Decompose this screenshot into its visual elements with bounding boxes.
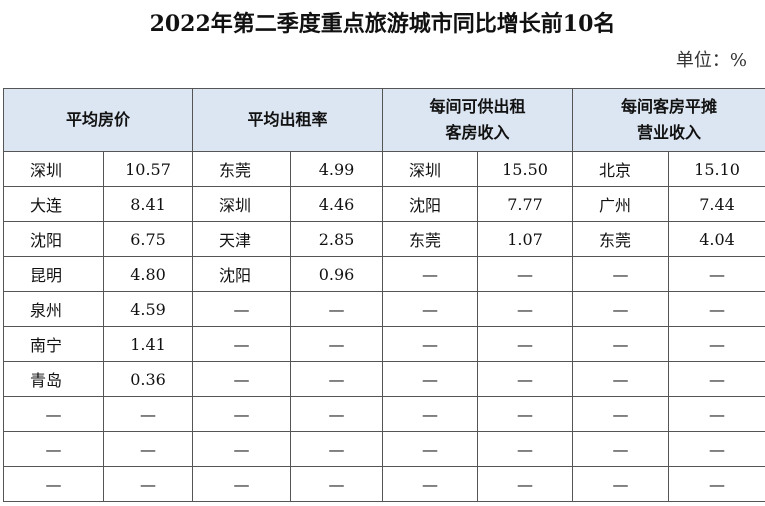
city-cell: 南宁 [3, 326, 104, 362]
value-cell: — [102, 396, 194, 432]
value-cell: 2.85 [290, 221, 384, 257]
table-row: 深圳 10.57 东莞 4.99 深圳 15.50 北京 15.10 [3, 151, 765, 187]
city-cell: — [572, 291, 670, 327]
value-cell: 1.41 [102, 326, 194, 362]
unit-label: 单位：% [675, 50, 747, 71]
value-cell: 4.04 [668, 221, 765, 257]
value-cell: — [477, 431, 574, 467]
value-cell: — [102, 466, 194, 502]
value-cell: — [290, 396, 384, 432]
table-row: 青岛 0.36— — — — — — [3, 361, 765, 397]
table-row: 南宁 1.41— — — — — — [3, 326, 765, 362]
value-cell: — [668, 466, 765, 502]
value-cell: — [668, 256, 765, 292]
column-header: 平均出租率 [192, 88, 384, 152]
city-cell: — [192, 396, 292, 432]
value-cell: 4.80 [102, 256, 194, 292]
city-cell: — [3, 466, 104, 502]
table-row: 泉州 4.59— — — — — — [3, 291, 765, 327]
city-cell: — [382, 396, 479, 432]
value-cell: — [102, 431, 194, 467]
city-cell: 深圳 [3, 151, 104, 187]
value-cell: — [477, 361, 574, 397]
city-cell: 广州 [572, 186, 670, 222]
value-cell: 15.50 [477, 151, 574, 187]
value-cell: 4.46 [290, 186, 384, 222]
value-cell: 15.10 [668, 151, 765, 187]
city-cell: 东莞 [192, 151, 292, 187]
city-cell: 沈阳 [3, 221, 104, 257]
city-cell: — [192, 466, 292, 502]
city-cell: — [572, 466, 670, 502]
city-cell: — [192, 361, 292, 397]
table-row: 沈阳 6.75 天津 2.85 东莞 1.07 东莞 4.04 [3, 221, 765, 257]
column-header: 每间可供出租 客房收入 [382, 88, 574, 152]
value-cell: — [668, 291, 765, 327]
city-cell: — [572, 256, 670, 292]
city-cell: — [192, 431, 292, 467]
city-cell: 沈阳 [382, 186, 479, 222]
value-cell: — [290, 431, 384, 467]
value-cell: — [668, 326, 765, 362]
city-cell: — [572, 431, 670, 467]
city-cell: 天津 [192, 221, 292, 257]
city-cell: 北京 [572, 151, 670, 187]
table-row: — — — — — — — — [3, 466, 765, 502]
city-cell: — [3, 431, 104, 467]
page-title: 2022年第二季度重点旅游城市同比增长前10名 [149, 11, 616, 37]
city-cell: 东莞 [572, 221, 670, 257]
value-cell: — [668, 361, 765, 397]
value-cell: 6.75 [102, 221, 194, 257]
column-header: 每间客房平摊 营业收入 [572, 88, 765, 152]
city-cell: 沈阳 [192, 256, 292, 292]
table-row: 大连 8.41 深圳 4.46 沈阳 7.77 广州 7.44 [3, 186, 765, 222]
table-row: — — — — — — — — [3, 396, 765, 432]
column-header: 平均房价 [2, 88, 194, 152]
city-cell: — [382, 361, 479, 397]
value-cell: — [477, 326, 574, 362]
city-cell: — [382, 256, 479, 292]
value-cell: — [290, 466, 384, 502]
value-cell: — [477, 466, 574, 502]
value-cell: 7.44 [668, 186, 765, 222]
value-cell: 8.41 [102, 186, 194, 222]
city-cell: — [3, 396, 104, 432]
city-cell: 青岛 [3, 361, 104, 397]
city-cell: — [382, 326, 479, 362]
value-cell: — [290, 291, 384, 327]
city-cell: — [572, 361, 670, 397]
city-cell: 深圳 [382, 151, 479, 187]
city-cell: — [572, 326, 670, 362]
city-cell: — [192, 291, 292, 327]
city-cell: 深圳 [192, 186, 292, 222]
value-cell: 0.96 [290, 256, 384, 292]
value-cell: — [290, 361, 384, 397]
value-cell: — [290, 326, 384, 362]
value-cell: 4.59 [102, 291, 194, 327]
city-cell: — [382, 291, 479, 327]
city-cell: — [572, 396, 670, 432]
city-cell: — [382, 466, 479, 502]
value-cell: — [668, 431, 765, 467]
city-cell: 东莞 [382, 221, 479, 257]
city-cell: 大连 [3, 186, 104, 222]
value-cell: — [477, 256, 574, 292]
city-cell: — [192, 326, 292, 362]
value-cell: 7.77 [477, 186, 574, 222]
value-cell: — [477, 396, 574, 432]
city-cell: 昆明 [3, 256, 104, 292]
value-cell: 10.57 [102, 151, 194, 187]
city-cell: 泉州 [3, 291, 104, 327]
city-cell: — [382, 431, 479, 467]
value-cell: 0.36 [102, 361, 194, 397]
value-cell: — [668, 396, 765, 432]
value-cell: — [477, 291, 574, 327]
value-cell: 4.99 [290, 151, 384, 187]
value-cell: 1.07 [477, 221, 574, 257]
table-row: — — — — — — — — [3, 431, 765, 467]
ranking-table: 平均房价 平均出租率 每间可供出租 客房收入 每间客房平摊 营业收入 深圳 10.57 东… [2, 88, 765, 502]
table-row: 昆明 4.80 沈阳 0.96— — — — [3, 256, 765, 292]
